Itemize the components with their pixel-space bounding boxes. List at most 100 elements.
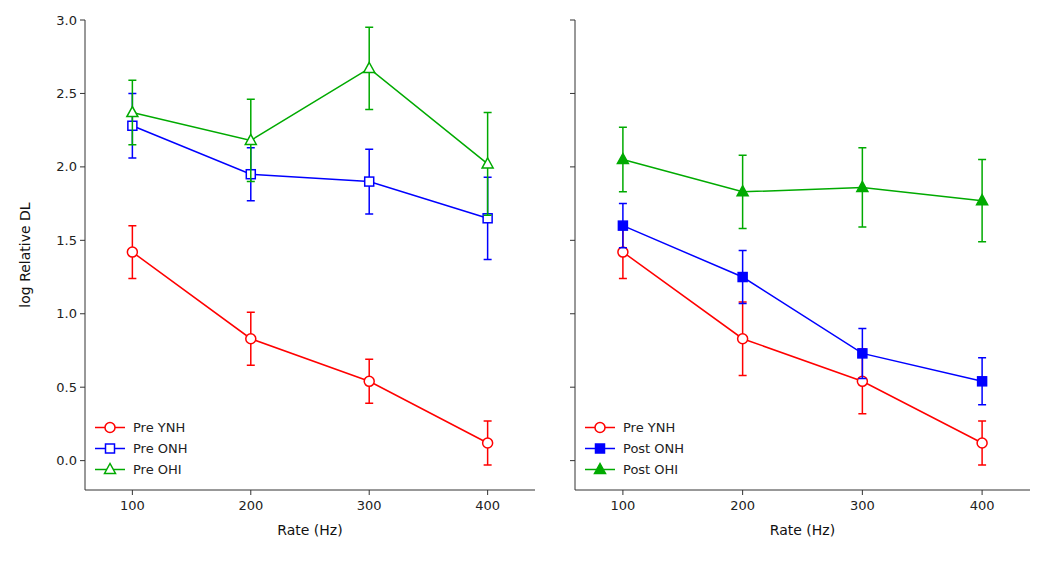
y-axis (85, 20, 86, 490)
y-tick-label: 0.0 (56, 453, 77, 468)
series (618, 226, 987, 465)
x-axis-label: Rate (Hz) (770, 522, 835, 538)
x-tick (250, 490, 251, 495)
marker (365, 177, 374, 186)
marker (977, 438, 987, 448)
legend-label: Pre YNH (623, 420, 675, 435)
y-tick (80, 20, 85, 21)
marker (737, 186, 748, 196)
panel: 1002003004000.00.51.01.52.02.53.0Rate (H… (17, 13, 535, 539)
legend-label: Post ONH (623, 441, 684, 456)
legend-label: Pre ONH (133, 441, 188, 456)
marker (857, 181, 868, 191)
error-bar (247, 312, 255, 365)
y-tick (570, 166, 575, 167)
y-tick (80, 313, 85, 314)
marker (127, 107, 138, 117)
y-tick-label: 1.5 (56, 233, 77, 248)
x-tick-label: 300 (850, 498, 875, 513)
y-tick (570, 460, 575, 461)
y-tick (570, 240, 575, 241)
panel: 100200300400Rate (Hz)Pre YNHPost ONHPost… (570, 20, 1030, 538)
y-tick (570, 313, 575, 314)
series-line (132, 68, 487, 163)
error-bar (619, 204, 627, 248)
x-axis (575, 490, 1030, 491)
x-tick (622, 490, 623, 495)
legend-marker (595, 423, 605, 433)
x-tick (369, 490, 370, 495)
x-tick (862, 490, 863, 495)
x-tick-label: 100 (120, 498, 145, 513)
legend: Pre YNH Post ONH Post OHI (585, 420, 684, 477)
error-bar (739, 302, 747, 375)
marker (618, 247, 628, 257)
marker (618, 221, 627, 230)
y-tick (570, 20, 575, 21)
marker (364, 376, 374, 386)
series-line (132, 126, 487, 219)
y-tick (570, 387, 575, 388)
y-tick (80, 387, 85, 388)
x-tick (982, 490, 983, 495)
y-tick (80, 93, 85, 94)
y-axis (575, 20, 576, 490)
error-bar (978, 421, 986, 465)
y-tick (80, 166, 85, 167)
legend-marker (595, 464, 606, 474)
legend-marker (105, 464, 116, 474)
x-tick (742, 490, 743, 495)
x-tick-label: 200 (730, 498, 755, 513)
series (127, 27, 493, 215)
legend-marker (596, 444, 605, 453)
x-axis (85, 490, 535, 491)
y-tick (570, 93, 575, 94)
marker (977, 195, 988, 205)
legend-label: Pre YNH (133, 420, 185, 435)
marker (246, 334, 256, 344)
series (127, 226, 492, 465)
error-bar (739, 251, 747, 304)
x-axis-label: Rate (Hz) (277, 522, 342, 538)
error-bar (365, 359, 373, 403)
series-line (623, 160, 982, 201)
y-tick-label: 1.0 (56, 306, 77, 321)
marker (482, 158, 493, 168)
series-line (623, 252, 982, 443)
y-tick-label: 2.5 (56, 86, 77, 101)
legend-marker (106, 444, 115, 453)
marker (364, 62, 375, 72)
marker (858, 349, 867, 358)
series (617, 127, 987, 242)
y-tick-label: 0.5 (56, 380, 77, 395)
x-tick (487, 490, 488, 495)
x-tick-label: 400 (970, 498, 995, 513)
series (128, 93, 492, 259)
series (618, 204, 986, 405)
error-bar (858, 328, 866, 378)
legend-label: Pre OHI (133, 462, 182, 477)
marker (127, 247, 137, 257)
marker (738, 334, 748, 344)
marker (245, 134, 256, 144)
error-bar (128, 226, 136, 279)
x-tick (132, 490, 133, 495)
legend-marker (105, 423, 115, 433)
series-line (623, 226, 982, 382)
y-tick-label: 2.0 (56, 159, 77, 174)
y-tick (80, 460, 85, 461)
x-tick-label: 200 (238, 498, 263, 513)
plot-area (127, 27, 493, 465)
legend: Pre YNH Pre ONH Pre OHI (95, 420, 188, 477)
error-bar (978, 358, 986, 405)
marker (738, 273, 747, 282)
error-bar (365, 149, 373, 214)
y-axis-label: log Relative DL (17, 202, 33, 307)
chart: 100 200 300 400 0.0 0.5 1.0 1.5 2.0 2.5 3.0 Rate (H… (0, 0, 1054, 562)
x-tick-label: 400 (475, 498, 500, 513)
y-tick-label: 3.0 (56, 13, 77, 28)
legend-label: Post OHI (623, 462, 678, 477)
marker (483, 438, 493, 448)
y-tick (80, 240, 85, 241)
series-line (132, 252, 487, 443)
